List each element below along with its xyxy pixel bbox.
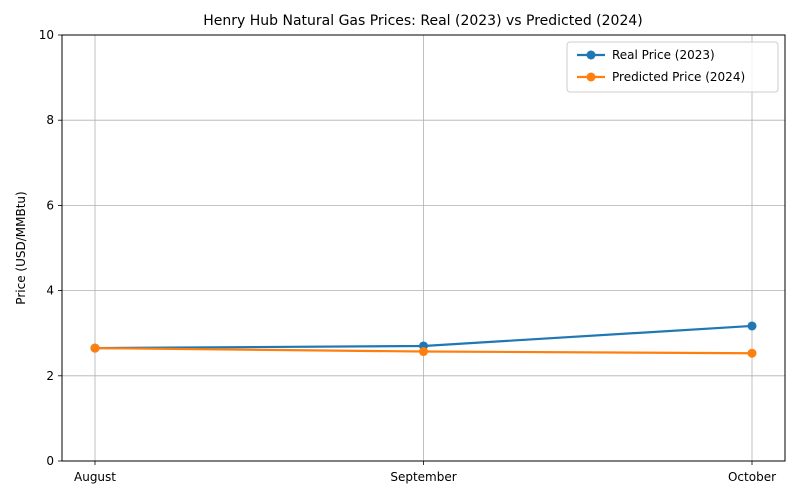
data-point	[747, 348, 757, 358]
axes: 0 2 4 6 8 10 August September October	[39, 28, 786, 484]
legend-label: Predicted Price (2024)	[612, 70, 745, 84]
x-tick-label: October	[728, 470, 776, 484]
y-tick-label: 10	[39, 28, 54, 42]
data-point	[419, 347, 428, 357]
y-tick-label: 4	[46, 284, 54, 298]
chart-title: Henry Hub Natural Gas Prices: Real (2023…	[203, 13, 643, 29]
series	[90, 321, 757, 358]
series-2	[90, 343, 757, 358]
legend-item: Predicted Price (2024)	[577, 70, 745, 84]
y-tick-label: 2	[46, 369, 54, 383]
data-point	[90, 343, 100, 353]
y-tick-label: 6	[46, 198, 54, 212]
legend-label: Real Price (2023)	[612, 48, 715, 62]
grid	[62, 34, 785, 462]
y-axis-label: Price (USD/MMBtu)	[14, 191, 28, 304]
x-tick-label: August	[74, 470, 116, 484]
x-tick-label: September	[390, 470, 456, 484]
legend-box	[566, 41, 779, 93]
data-point	[747, 321, 757, 331]
legend-swatch-marker	[586, 50, 596, 60]
y-tick-label: 8	[46, 113, 54, 127]
legend-swatch-marker	[586, 72, 596, 82]
y-tick-label: 0	[46, 454, 54, 468]
legend: Real Price (2023) Predicted Price (2024)	[566, 41, 779, 93]
legend-item: Real Price (2023)	[577, 48, 715, 62]
